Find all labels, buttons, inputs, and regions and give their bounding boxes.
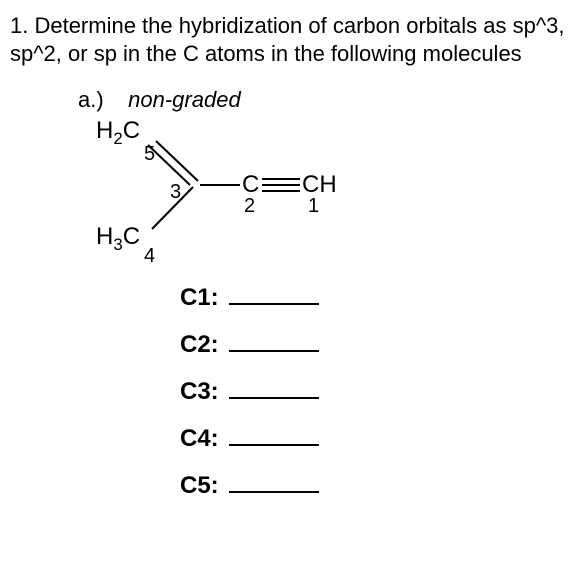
answer-blank-c2[interactable] — [229, 326, 319, 352]
page-root: 1. Determine the hybridization of carbon… — [0, 0, 577, 576]
answer-label-c4: C4: — [180, 425, 219, 453]
answer-label-c2: C2: — [180, 331, 219, 359]
answers-block: C1: C2: C3: C4: C5: — [180, 279, 567, 500]
num-2: 2 — [244, 195, 255, 218]
answer-blank-c5[interactable] — [229, 467, 319, 493]
h2c-2: 2 — [113, 129, 122, 148]
h2c-c: C — [123, 117, 140, 144]
answer-label-c5: C5: — [180, 472, 219, 500]
num-3: 3 — [170, 181, 181, 204]
answer-label-c3: C3: — [180, 378, 219, 406]
num-1: 1 — [308, 195, 319, 218]
answer-row-c2: C2: — [180, 326, 567, 359]
answer-blank-c4[interactable] — [229, 420, 319, 446]
subpart-letter: a.) — [78, 87, 104, 112]
h3c-c: C — [123, 223, 140, 250]
answer-row-c3: C3: — [180, 373, 567, 406]
answer-row-c1: C1: — [180, 279, 567, 312]
answer-blank-c3[interactable] — [229, 373, 319, 399]
molecule-diagram: H2C 5 3 C 2 CH 1 H3C 4 — [100, 123, 360, 273]
num-4: 4 — [144, 245, 155, 268]
answer-row-c4: C4: — [180, 420, 567, 453]
subpart-a: a.) non-graded — [78, 87, 567, 113]
subpart-note: non-graded — [128, 87, 241, 112]
group-h2c: H2C — [96, 117, 140, 145]
h2c-h: H — [96, 117, 113, 144]
h3c-h: H — [96, 223, 113, 250]
group-h3c: H3C — [96, 223, 140, 251]
h3c-3: 3 — [113, 235, 122, 254]
num-5: 5 — [144, 143, 155, 166]
answer-row-c5: C5: — [180, 467, 567, 500]
answer-label-c1: C1: — [180, 284, 219, 312]
question-text: 1. Determine the hybridization of carbon… — [10, 12, 567, 67]
answer-blank-c1[interactable] — [229, 279, 319, 305]
